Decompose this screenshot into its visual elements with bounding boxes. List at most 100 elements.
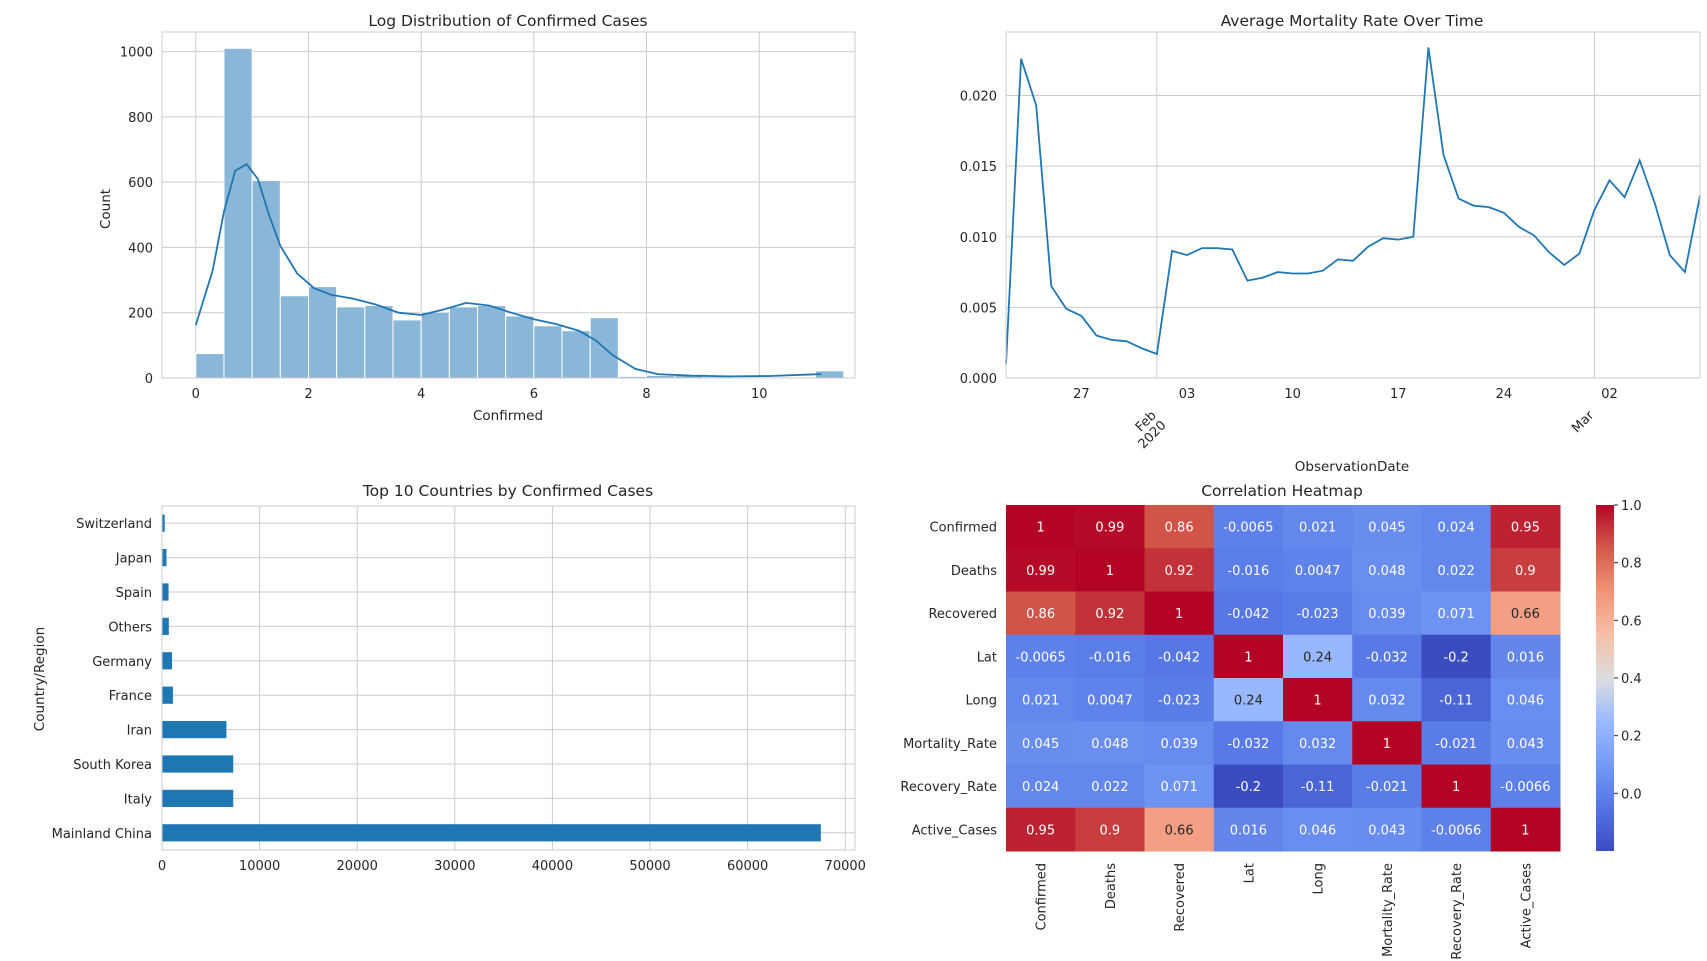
- heatmap-cell-label: -0.0065: [1016, 650, 1066, 665]
- heatmap-cell: [1075, 807, 1145, 852]
- heatmap-cell-label: 0.9: [1100, 823, 1121, 838]
- histogram-x-tick-label: 8: [642, 387, 650, 402]
- heatmap-cell: [1421, 721, 1492, 765]
- heatmap-cell-label: 0.95: [1026, 823, 1055, 838]
- histogram-bar: [420, 311, 450, 379]
- heatmap-cell-label: -0.016: [1089, 650, 1131, 665]
- heatmap-row-label: Mortality_Rate: [903, 737, 997, 752]
- heatmap-cell: [1006, 505, 1076, 549]
- mortality-y-tick-label: 0.015: [960, 160, 997, 175]
- top-countries-bar: [162, 686, 173, 704]
- heatmap-cell: [1352, 634, 1422, 679]
- heatmap-cell-label: 0.039: [1368, 607, 1405, 622]
- heatmap-cell: [1421, 678, 1492, 722]
- heatmap-cell-label: 0.024: [1022, 780, 1059, 795]
- heatmap-cell-label: -0.021: [1366, 780, 1408, 795]
- heatmap-cell: [1352, 548, 1422, 592]
- top-countries-category-label: Switzerland: [76, 517, 152, 532]
- top-countries-bar: [162, 617, 169, 635]
- top-countries-category-label: Others: [108, 620, 152, 635]
- heatmap-cell-label: -0.016: [1227, 564, 1269, 579]
- heatmap-cell-label: 0.92: [1095, 607, 1124, 622]
- heatmap-cell: [1421, 807, 1492, 852]
- heatmap-cell-label: 0.95: [1511, 521, 1540, 536]
- heatmap-cell: [1213, 678, 1284, 722]
- heatmap-cell-label: 0.016: [1507, 650, 1544, 665]
- heatmap-cell-label: 0.022: [1091, 780, 1128, 795]
- heatmap-cell-label: 0.045: [1368, 521, 1405, 536]
- heatmap-cell-label: 0.048: [1091, 737, 1128, 752]
- heatmap-row-label: Long: [966, 694, 997, 709]
- histogram-bar: [561, 330, 591, 379]
- mortality-x-tick-label: 17: [1390, 387, 1407, 402]
- heatmap-col-label: Confirmed: [1035, 863, 1050, 931]
- mortality-line-panel: Average Mortality Rate Over Time Observa…: [960, 12, 1701, 475]
- heatmap-row-label: Recovered: [928, 607, 997, 622]
- heatmap-cell: [1075, 764, 1145, 809]
- colorbar-tick-label: 0.4: [1621, 672, 1642, 687]
- histogram-bar: [195, 353, 225, 379]
- heatmap-cell-label: 1: [1383, 737, 1391, 752]
- heatmap-cell-label: 1: [1521, 823, 1529, 838]
- heatmap-cell: [1213, 764, 1284, 809]
- heatmap-cell: [1006, 721, 1076, 765]
- heatmap-cell: [1213, 591, 1284, 636]
- histogram-y-tick-label: 200: [128, 307, 153, 322]
- histogram-bar: [477, 305, 507, 379]
- heatmap-cell: [1144, 548, 1215, 592]
- heatmap-cell-label: -0.042: [1158, 650, 1200, 665]
- heatmap-cell: [1352, 764, 1422, 809]
- heatmap-row-label: Lat: [977, 650, 997, 665]
- top-countries-category-label: South Korea: [73, 758, 152, 773]
- mortality-x-tick-label: 02: [1601, 387, 1618, 402]
- histogram-y-tick-label: 1000: [120, 46, 153, 61]
- mortality-y-tick-label: 0.010: [960, 231, 997, 246]
- top-countries-x-tick-label: 10000: [239, 859, 280, 874]
- heatmap-cell-label: 1: [1175, 607, 1183, 622]
- heatmap-cell-label: 0.046: [1507, 694, 1544, 709]
- heatmap-row-label: Active_Cases: [912, 823, 998, 838]
- heatmap-cell: [1006, 678, 1076, 722]
- mortality-y-tick-label: 0.005: [960, 301, 997, 316]
- heatmap-col-label: Long: [1312, 863, 1327, 894]
- heatmap-cell-label: 1: [1244, 650, 1252, 665]
- heatmap-cell: [1421, 505, 1492, 549]
- histogram-frame: [161, 31, 856, 379]
- heatmap-cell: [1213, 721, 1284, 765]
- top-countries-category-label: Iran: [127, 724, 152, 739]
- heatmap-cell-label: 0.032: [1368, 694, 1405, 709]
- heatmap-row-label: Deaths: [951, 564, 997, 579]
- heatmap-cell: [1490, 678, 1561, 722]
- heatmap-cell-label: 0.24: [1234, 694, 1263, 709]
- heatmap-cell-label: 0.86: [1165, 521, 1194, 536]
- mortality-frame: [1005, 31, 1701, 379]
- colorbar-tick-label: 0.8: [1621, 557, 1642, 572]
- histogram-y-tick-label: 600: [128, 176, 153, 191]
- heatmap-cell: [1352, 591, 1422, 636]
- heatmap-col-label: Active_Cases: [1519, 863, 1534, 949]
- mortality-x-tick-label: 24: [1496, 387, 1513, 402]
- colorbar: [1596, 505, 1614, 851]
- heatmap-cell-label: -0.2: [1443, 650, 1468, 665]
- heatmap-cell: [1283, 548, 1353, 592]
- heatmap-cell: [1144, 634, 1215, 679]
- heatmap-cell-label: -0.0066: [1500, 780, 1550, 795]
- heatmap-cell: [1006, 764, 1076, 809]
- heatmap-cell-label: 0.032: [1299, 737, 1336, 752]
- histogram-y-axis-label: Count: [98, 189, 114, 229]
- heatmap-cell: [1490, 591, 1561, 636]
- histogram-kde-line: [194, 163, 822, 378]
- heatmap-cell-label: -0.032: [1227, 737, 1269, 752]
- heatmap-cell: [1075, 634, 1145, 679]
- top-countries-y-axis-label: Country/Region: [32, 627, 48, 731]
- heatmap-cell: [1421, 764, 1492, 809]
- heatmap-cell: [1006, 548, 1076, 592]
- heatmap-cell-label: 0.92: [1165, 564, 1194, 579]
- histogram-bar: [364, 305, 394, 379]
- heatmap-cell-label: 0.0047: [1295, 564, 1341, 579]
- top-countries-category-label: Italy: [124, 792, 153, 807]
- heatmap-cell-label: 0.86: [1026, 607, 1055, 622]
- histogram-bar: [223, 47, 253, 379]
- heatmap-cell-label: -0.021: [1435, 737, 1477, 752]
- histogram-bar: [336, 306, 366, 379]
